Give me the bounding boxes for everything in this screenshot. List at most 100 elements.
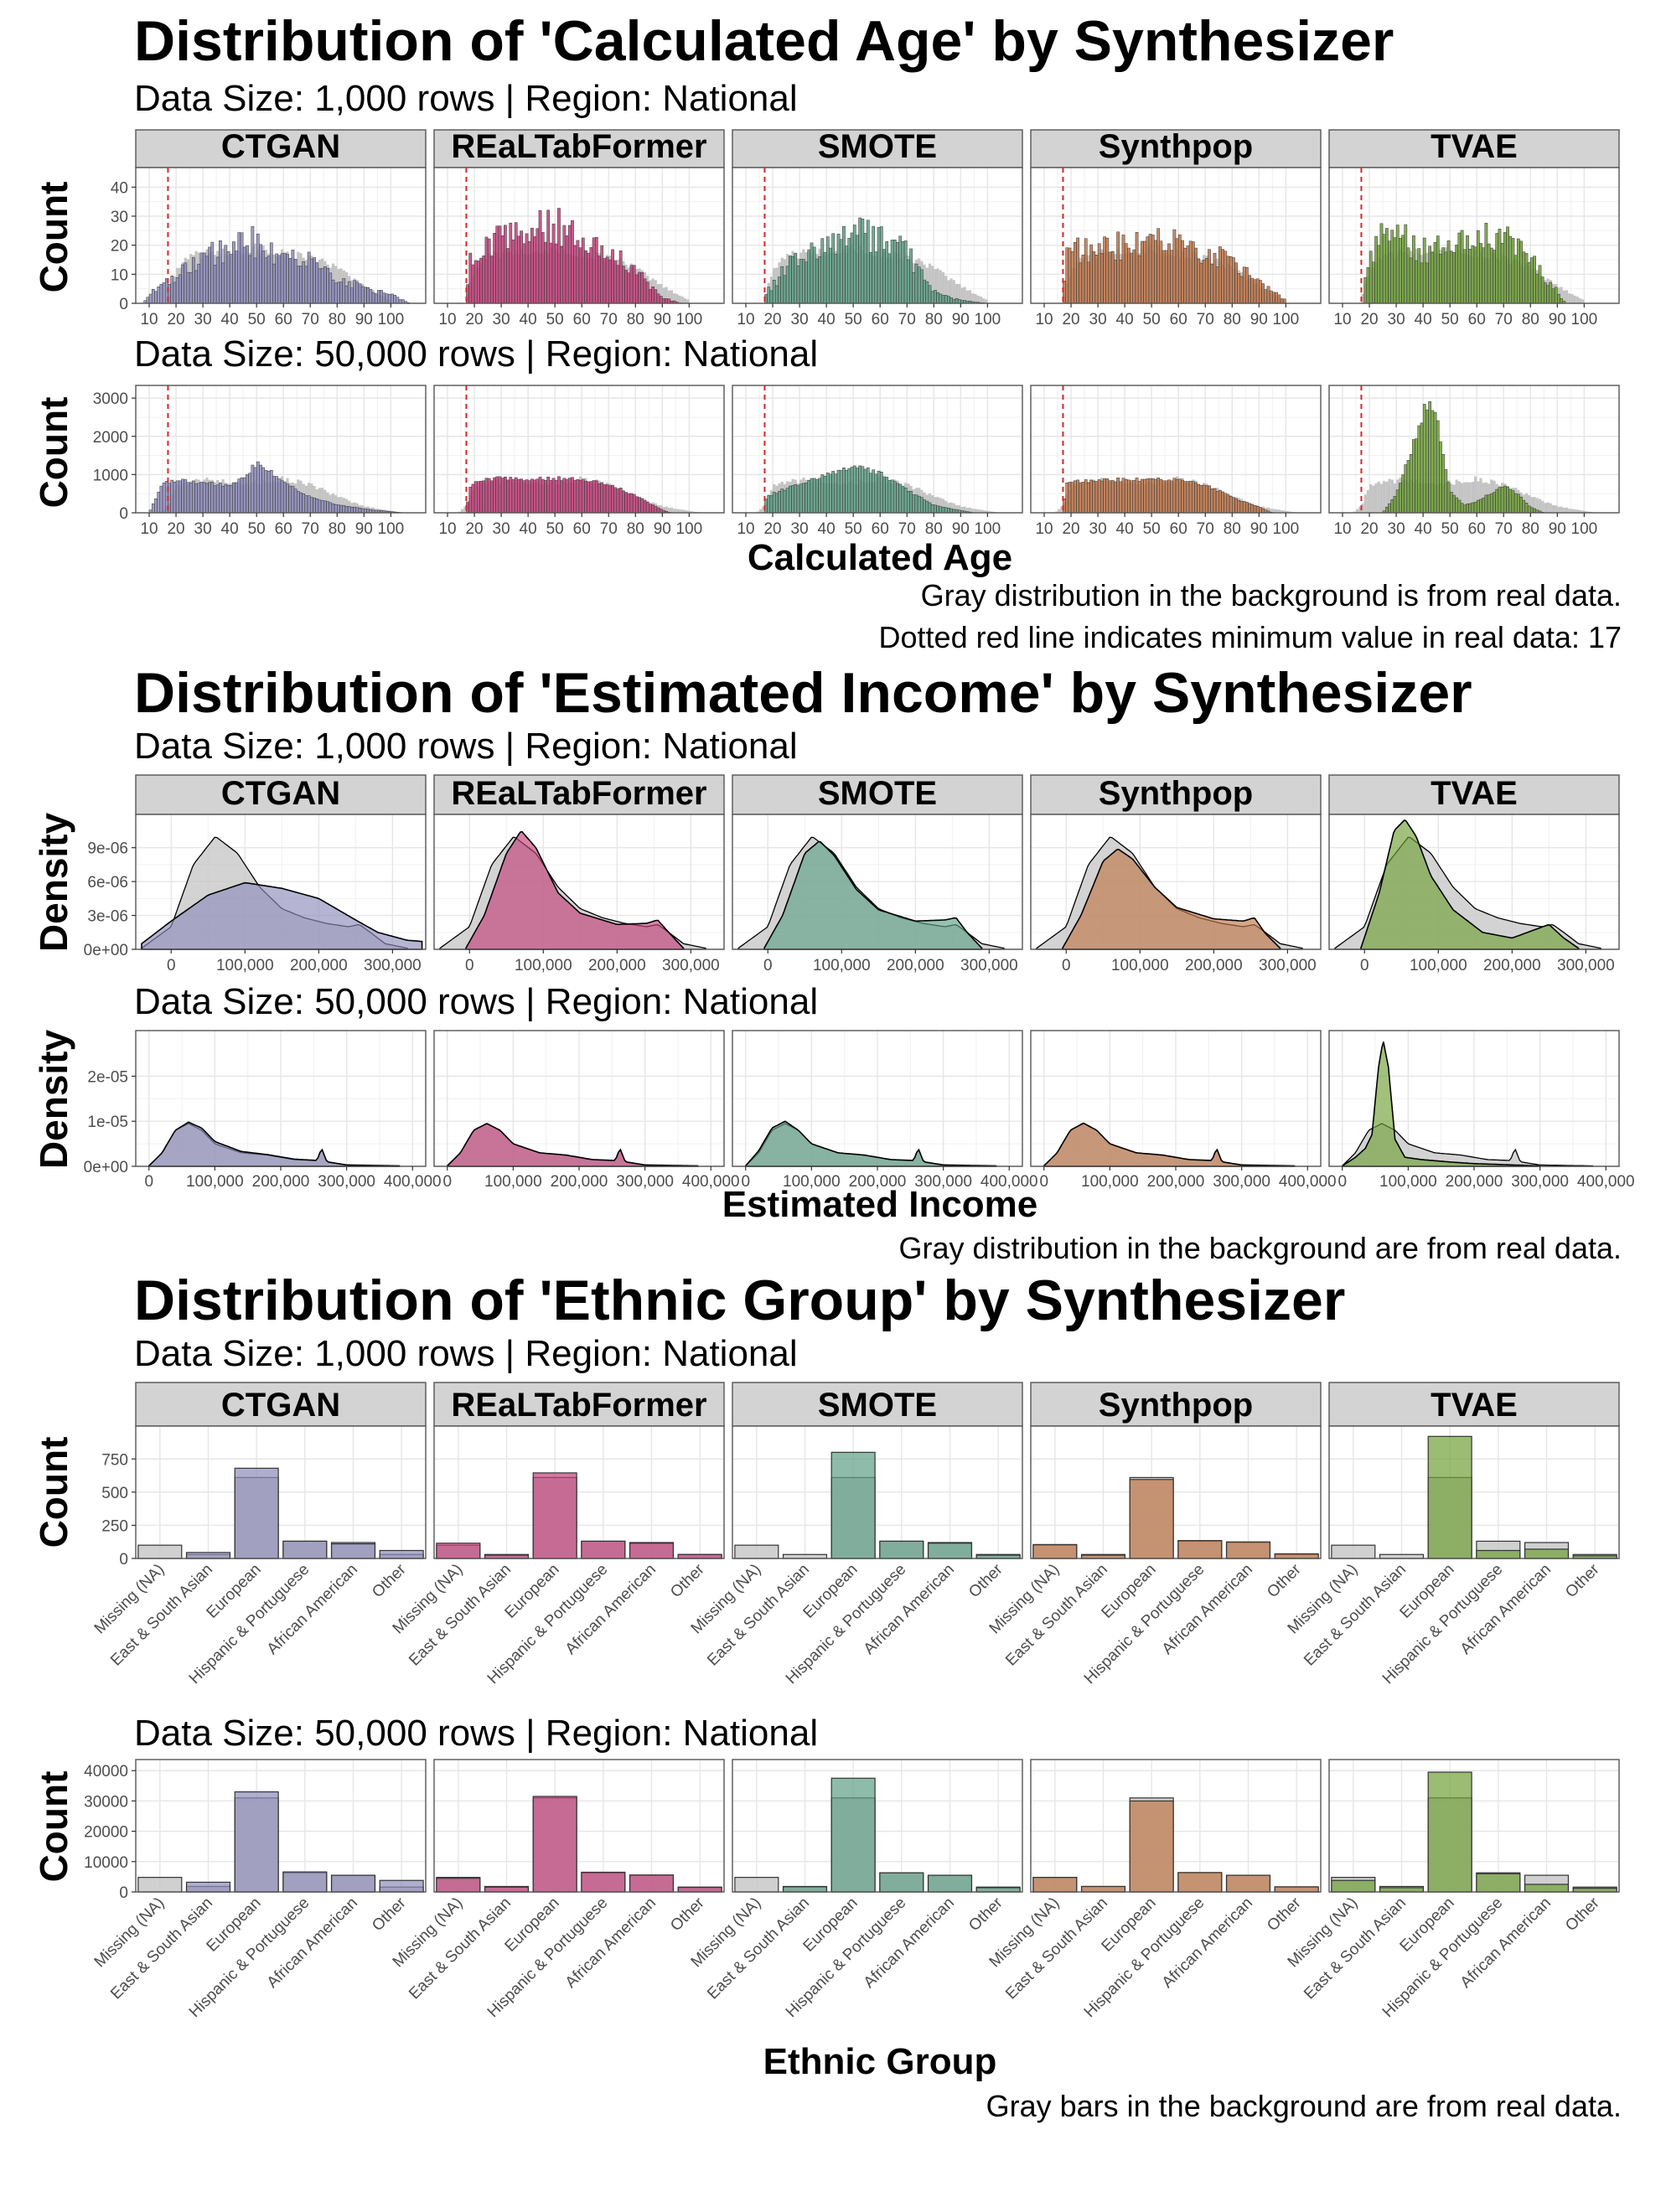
histogram-bar <box>1468 248 1472 304</box>
histogram-bar <box>1433 241 1437 304</box>
x-tick-label: 300,000 <box>1557 957 1615 974</box>
histogram-bar <box>1255 506 1260 514</box>
histogram-bar <box>874 473 878 514</box>
real-bar <box>1466 482 1469 513</box>
x-tick-label: African American <box>562 1894 660 1992</box>
histogram-bar <box>1471 502 1475 514</box>
histogram-bar <box>1119 481 1123 514</box>
x-tick-label: 50 <box>546 311 564 328</box>
real-bar <box>670 507 674 513</box>
x-tick-label: 200,000 <box>887 957 944 974</box>
facet-strip <box>732 774 1023 815</box>
x-tick-label: 10 <box>140 520 158 538</box>
x-tick-label: 30 <box>791 520 809 538</box>
y-tick-label: 0 <box>119 1884 128 1902</box>
histogram-bar <box>1259 280 1262 304</box>
histogram-bar <box>825 473 830 514</box>
histogram-bar <box>1519 496 1523 514</box>
histogram-bar <box>522 480 526 514</box>
real-bar <box>1551 504 1555 513</box>
histogram-bar <box>912 494 916 514</box>
x-tick-label: 90 <box>952 311 970 328</box>
histogram-bar <box>1527 261 1531 304</box>
note-real-data: Gray distribution in the background is f… <box>921 578 1622 612</box>
real-bar <box>678 509 681 513</box>
category-bar <box>1331 1879 1376 1893</box>
real-bar <box>1455 479 1458 513</box>
histogram-bar <box>246 245 249 304</box>
histogram-bar <box>1250 504 1255 514</box>
histogram-bar <box>1253 279 1257 304</box>
category-bar <box>185 1881 231 1893</box>
histogram-bar <box>925 281 929 304</box>
category-bar <box>1524 1884 1570 1893</box>
histogram-bar <box>353 506 356 514</box>
histogram-bar <box>565 478 569 514</box>
histogram-bar <box>151 503 155 514</box>
histogram-bar <box>1076 479 1079 514</box>
histogram-bar <box>506 248 510 304</box>
histogram-bar <box>293 259 298 304</box>
histogram-bar <box>605 484 609 514</box>
histogram-bar <box>638 497 641 514</box>
histogram-bar <box>248 473 252 514</box>
histogram-bar <box>1506 226 1509 304</box>
histogram-bar <box>527 480 531 514</box>
histogram-bar <box>197 263 201 304</box>
category-bar <box>1427 1435 1472 1559</box>
x-tick-label: 0 <box>1337 1173 1347 1191</box>
histogram-bar <box>649 504 652 514</box>
category-bar <box>1274 1553 1319 1559</box>
histogram-bar <box>307 495 311 514</box>
histogram-bar <box>909 490 913 514</box>
income-50000-facets: Density 0 100,000 200,000 300,000 400,000 0e+0… <box>32 1030 1635 1191</box>
category-bar <box>1032 1543 1078 1559</box>
facet-strip-label: CTGAN <box>221 128 340 165</box>
histogram-bar <box>898 483 903 514</box>
histogram-bar <box>1177 234 1182 304</box>
histogram-bar <box>1191 241 1195 304</box>
real-bar <box>1528 494 1531 513</box>
histogram-bar <box>603 484 607 514</box>
histogram-bar <box>847 237 851 304</box>
histogram-bar <box>789 485 792 514</box>
histogram-bar <box>640 498 644 514</box>
real-bar <box>686 299 690 303</box>
histogram-bar <box>882 249 886 304</box>
real-bar <box>1560 287 1563 303</box>
facet-panel-ctgan: 0 100,000 200,000 300,000 400,000 0e+00 1e-05 2… <box>84 1030 442 1191</box>
x-tick-label: 400,000 <box>1279 1173 1337 1191</box>
x-tick-label: 300,000 <box>318 1173 375 1191</box>
histogram-bar <box>1449 251 1453 304</box>
x-tick-label: 300,000 <box>364 957 422 974</box>
x-tick-label: Other <box>1562 1560 1603 1601</box>
histogram-bar <box>608 259 612 304</box>
histogram-bar <box>877 227 881 304</box>
x-tick-label: 100,000 <box>1081 1173 1139 1191</box>
histogram-bar <box>772 280 776 304</box>
x-tick-label: 20 <box>1360 311 1378 328</box>
age-section: Distribution of 'Calculated Age' by Synt… <box>32 9 1622 654</box>
real-bar <box>955 504 959 513</box>
histogram-bar <box>320 268 324 304</box>
histogram-bar <box>326 267 329 304</box>
histogram-bar <box>1164 480 1168 514</box>
histogram-bar <box>632 265 636 304</box>
category-bar <box>436 1878 481 1893</box>
x-tick-label: 0 <box>741 1173 750 1191</box>
histogram-bar <box>272 263 276 304</box>
real-bar <box>939 498 942 513</box>
histogram-bar <box>1368 251 1373 304</box>
histogram-bar <box>1210 264 1214 304</box>
category-bar <box>830 1777 876 1893</box>
histogram-bar <box>1535 273 1539 304</box>
y-axis-title: Density <box>32 813 75 953</box>
histogram-bar <box>318 499 322 514</box>
real-bar <box>656 283 660 303</box>
facet-strip-label: REaLTabFormer <box>451 128 706 165</box>
real-bar <box>968 290 972 303</box>
x-tick-label: 90 <box>355 311 373 328</box>
histogram-bar <box>767 495 771 514</box>
real-bar <box>1286 510 1289 513</box>
